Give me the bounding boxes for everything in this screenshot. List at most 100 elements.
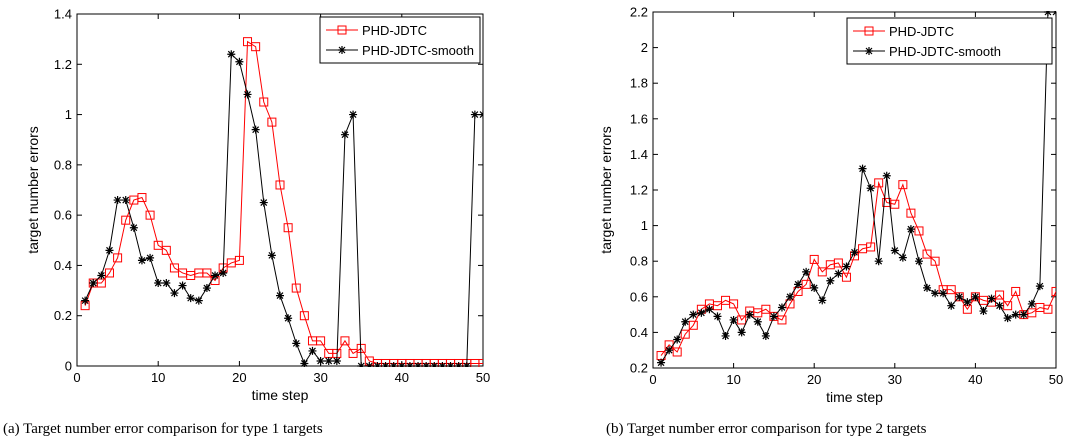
data-point [357,362,366,367]
data-point [906,208,916,218]
x-tick-label: 40 [395,370,409,385]
chart-panel-a: 0 10 20 30 40 50 0 0.2 0.4 0.6 0.8 1 1.2 1.4 time step… [0,0,520,445]
chart-b-svg: 0 10 20 30 40 50 0.2 0.4 0.6 0.8 1 1.2 1.4 1.6 1.8 2 2.2… [598,5,1063,406]
data-point [898,253,907,262]
data-point [1052,11,1056,16]
data-point [842,262,851,271]
data-point [712,301,722,311]
data-point [81,296,90,305]
data-point [914,226,924,236]
data-point [818,296,827,305]
y-axis-label: target number errors [598,126,614,254]
y-tick-label: 1.8 [630,76,648,91]
data-point [162,279,171,288]
data-point [365,362,374,367]
data-point [105,246,114,255]
data-point [113,253,123,263]
data-point [1043,11,1052,16]
data-point [153,240,163,250]
x-tick-label: 0 [73,370,80,385]
data-point [283,223,293,233]
legend-box [319,16,481,64]
data-point [292,339,301,348]
x-tick-label: 30 [888,372,902,387]
chart-panel-b: 0 10 20 30 40 50 0.2 0.4 0.6 0.8 1 1.2 1.4 1.6 1.8 2 2.2… [575,0,1065,445]
data-point [235,57,244,66]
data-point [809,254,819,264]
data-point [219,268,228,277]
data-point [243,90,252,99]
data-point [308,346,317,355]
data-point [858,164,867,173]
data-point [665,346,674,355]
data-point [316,336,326,346]
data-point [672,347,682,357]
series-phd-jdtc-smooth [81,50,483,367]
data-point [324,356,333,365]
data-point [170,289,179,298]
legend-marker [337,25,347,35]
data-point [243,37,253,47]
data-point [340,130,349,139]
data-point [349,110,358,119]
data-point [300,359,309,367]
data-point [930,256,940,266]
data-point [729,315,738,324]
data-point [154,279,163,288]
data-point [178,281,187,290]
data-point [673,335,682,344]
data-point [833,258,843,268]
data-point [1027,308,1037,318]
data-point [866,242,876,252]
data-point [721,331,730,340]
data-point [121,215,131,225]
data-point [299,311,309,321]
data-point [737,328,746,337]
data-point [705,305,714,314]
data-point [817,267,827,277]
data-point [931,289,940,298]
data-point [657,358,666,367]
data-point [430,362,439,367]
data-point [276,291,284,300]
data-point [267,117,277,127]
data-point [146,253,155,262]
data-point [995,301,1004,310]
data-point [745,310,754,319]
legend-label: PHD-JDTC [362,23,427,38]
data-point [479,110,483,119]
data-point [841,272,851,282]
data-point [446,362,455,367]
y-tick-label: 0.6 [54,208,72,223]
data-point [866,184,875,193]
y-tick-label: 0.4 [54,258,72,273]
series-phd-jdtc [80,37,483,367]
data-point [939,289,948,298]
data-point [381,362,390,367]
legend: PHD-JDTC PHD-JDTC-smooth [846,17,1053,65]
data-point [1043,304,1053,314]
data-point [113,196,122,205]
data-point [689,310,698,319]
x-axis-label: time step [252,387,309,403]
data-point [955,292,964,301]
data-point [850,248,859,257]
data-point [291,283,301,293]
y-tick-label: 1 [65,107,72,122]
data-point [923,283,932,292]
data-point [681,317,690,326]
data-point [422,362,431,367]
data-point [874,178,884,188]
legend-label: PHD-JDTC-smooth [889,44,1001,59]
data-point [462,362,471,367]
data-point [251,125,260,134]
data-point [275,180,285,190]
data-point [137,193,147,203]
data-point [316,356,325,365]
x-tick-label: 10 [151,370,165,385]
data-point [234,255,244,265]
data-point [753,317,762,326]
y-tick-label: 1 [641,218,648,233]
data-point [914,257,923,266]
data-point [202,268,212,278]
